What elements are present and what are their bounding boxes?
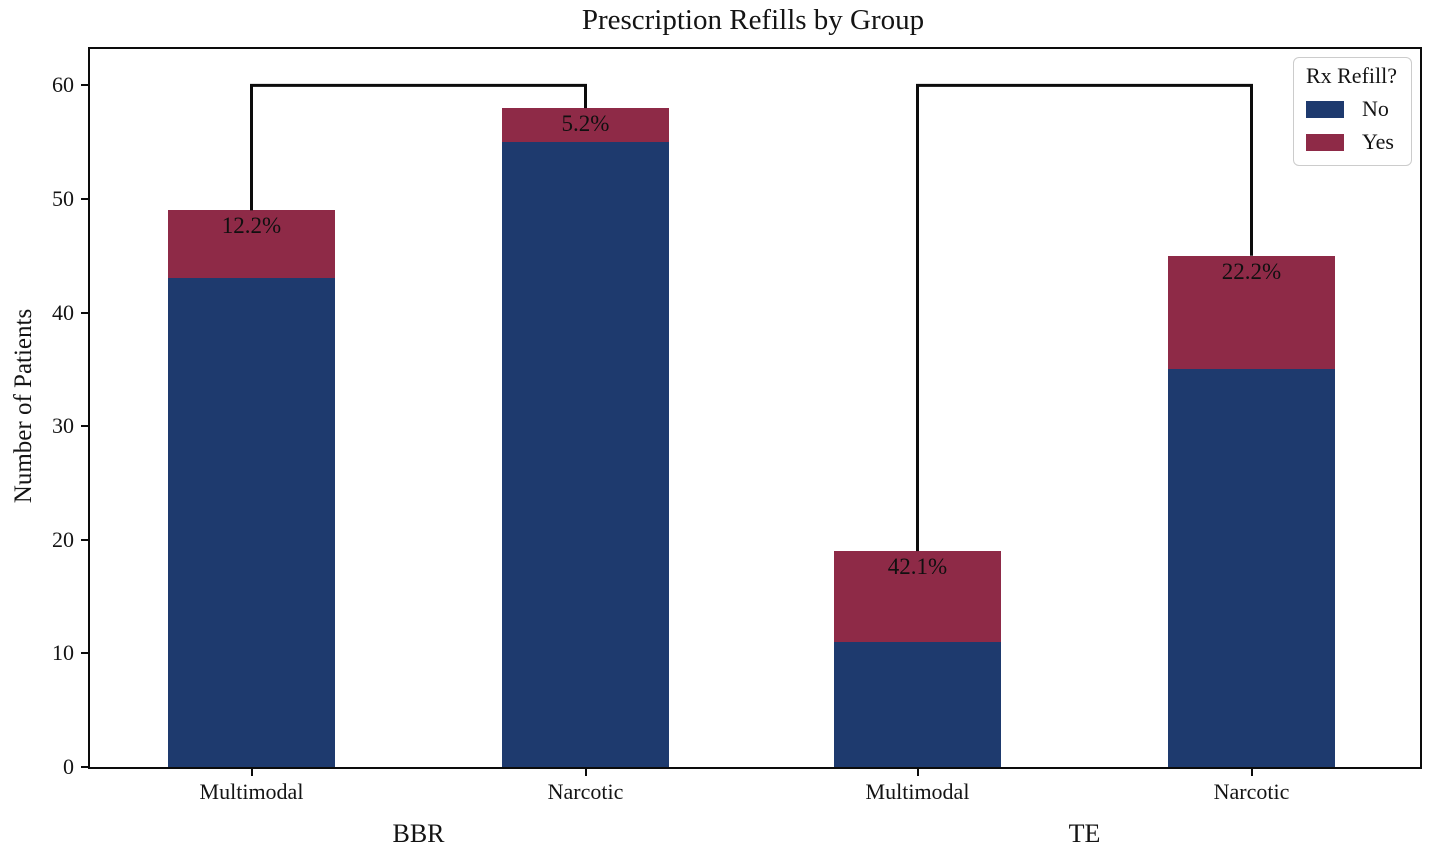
chart-title: Prescription Refills by Group xyxy=(581,4,925,36)
bar-segment-yes xyxy=(502,108,669,143)
bar-segment-yes xyxy=(168,210,335,279)
x-tick xyxy=(250,767,253,776)
x-tick xyxy=(1250,767,1253,776)
y-tick xyxy=(81,766,90,768)
bar-segment-no xyxy=(834,642,1001,767)
y-tick-label: 0 xyxy=(63,754,74,779)
x-tick-label: Narcotic xyxy=(1213,779,1290,804)
y-tick-label: 10 xyxy=(52,640,74,666)
group-label: TE xyxy=(1068,819,1101,848)
x-tick-label: Narcotic xyxy=(547,779,624,804)
y-tick-label: 20 xyxy=(52,526,74,552)
x-tick-label: Multimodal xyxy=(199,779,304,804)
x-tick-label: Multimodal xyxy=(865,779,970,804)
legend-label-yes: Yes xyxy=(1361,129,1394,154)
y-tick-label: 60 xyxy=(52,72,74,98)
y-tick-label: 40 xyxy=(52,299,74,325)
legend-swatch-yes-icon xyxy=(1305,133,1344,151)
legend-title: Rx Refill? xyxy=(1305,63,1397,88)
y-tick xyxy=(81,84,90,87)
legend: Rx Refill? No Yes xyxy=(1292,57,1412,166)
y-tick-label: 30 xyxy=(52,413,74,439)
y-tick-label: 50 xyxy=(52,185,74,211)
bar-segment-no xyxy=(502,142,669,767)
x-tick xyxy=(916,767,919,776)
bar-segment-no xyxy=(168,278,335,767)
x-tick xyxy=(584,767,587,776)
legend-item-no: No xyxy=(1305,96,1397,122)
y-tick xyxy=(81,652,90,655)
y-tick xyxy=(81,311,90,314)
y-tick xyxy=(81,425,90,428)
y-axis-label: Number of Patients xyxy=(10,308,37,504)
legend-item-yes: Yes xyxy=(1305,129,1397,155)
bar-segment-yes xyxy=(834,551,1001,643)
y-tick xyxy=(81,538,90,541)
bar-segment-yes xyxy=(1168,255,1335,370)
plot-area: Rx Refill? No Yes 0 10 20 30 40 50 60 12.2% Mult… xyxy=(52,47,1422,848)
bar-segment-no xyxy=(1168,369,1335,767)
legend-swatch-no-icon xyxy=(1305,100,1344,118)
y-tick xyxy=(81,197,90,200)
group-label: BBR xyxy=(392,819,445,848)
legend-label-no: No xyxy=(1361,96,1389,121)
